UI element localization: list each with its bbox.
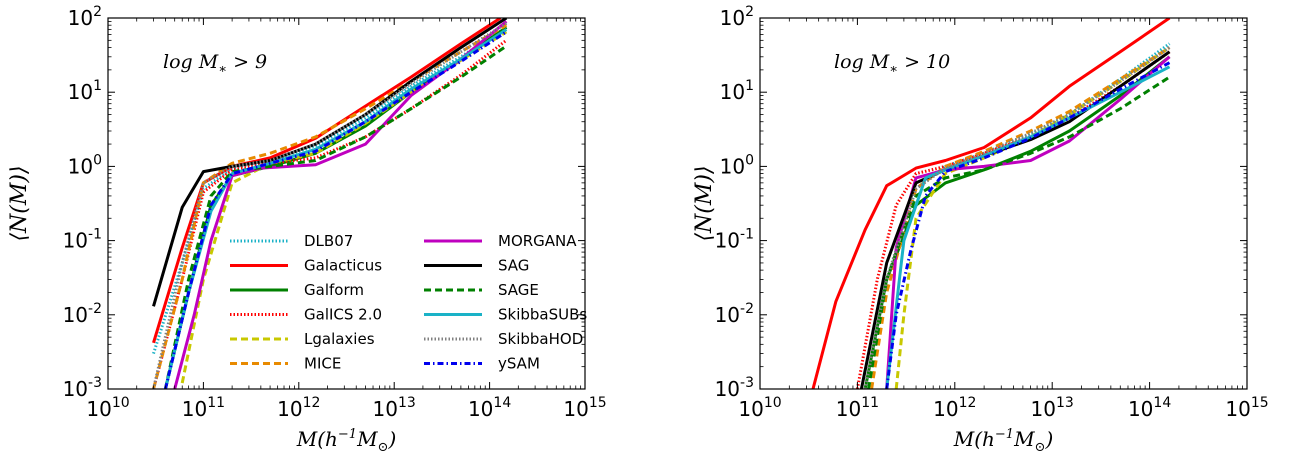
series-group xyxy=(811,18,1171,389)
series-line-lgalaxies xyxy=(894,46,1171,389)
y-tick-label: 100 xyxy=(68,152,102,178)
x-tick-label: 1011 xyxy=(182,395,225,421)
y-tick-label: 102 xyxy=(68,4,102,30)
legend-label: DLB07 xyxy=(304,232,353,250)
y-tick-label: 101 xyxy=(720,78,754,104)
legend-label: MICE xyxy=(304,355,341,373)
legend-label: SkibbaHOD xyxy=(498,330,583,348)
series-line-sag xyxy=(152,18,508,307)
legend-label: GalICS 2.0 xyxy=(304,306,382,324)
legend-label: SkibbaSUBs xyxy=(498,306,587,324)
y-tick-label: 10-2 xyxy=(63,301,102,327)
y-tick-label: 10-1 xyxy=(63,227,102,253)
plot-frame xyxy=(759,17,1248,390)
series-line-sag xyxy=(859,50,1171,389)
x-tick-label: 1011 xyxy=(836,395,879,421)
legend-label: ySAM xyxy=(498,355,540,373)
x-axis-label: M(h−1M⊙) xyxy=(296,427,397,455)
chart-panel-1: 1010 1011 1012 1013 1014 1015 10-3 10-2 10-1 100 1… xyxy=(7,4,607,455)
y-tick-label: 10-3 xyxy=(63,375,102,401)
panel-annotation: log M∗ > 10 xyxy=(834,51,950,77)
series-line-mice xyxy=(152,23,508,389)
legend-label: Galacticus xyxy=(304,257,382,275)
legend-label: Lgalaxies xyxy=(304,330,375,348)
legend-label: SAG xyxy=(498,257,529,275)
y-tick-label: 102 xyxy=(720,4,754,30)
legend-label: MORGANA xyxy=(498,232,577,250)
y-axis-label: ⟨N(M)⟩ xyxy=(692,165,717,241)
y-tick-label: 100 xyxy=(720,152,754,178)
y-axis-label: ⟨N(M)⟩ xyxy=(7,165,32,241)
x-tick-label: 1012 xyxy=(277,395,320,421)
chart-panel-2: 1010 1011 1012 1013 1014 1015 10-3 10-2 10-1 100 1… xyxy=(692,4,1269,455)
y-tick-label: 10-1 xyxy=(715,227,754,253)
series-line-sage xyxy=(163,44,508,389)
x-tick-label: 1013 xyxy=(1031,395,1074,421)
series-line-galacticus xyxy=(152,18,502,344)
x-tick-label: 1012 xyxy=(933,395,976,421)
series-line-mice xyxy=(870,46,1171,389)
series-line-morgana xyxy=(885,55,1171,389)
series-line-skibbahod xyxy=(863,46,1171,389)
series-line-galacticus xyxy=(811,18,1171,389)
legend: DLB07 Galacticus Galform GalICS 2.0 Lgalaxie… xyxy=(230,232,587,373)
x-tick-label: 1014 xyxy=(1128,395,1171,421)
series-line-ysam xyxy=(885,61,1171,389)
x-tick-label: 1010 xyxy=(738,395,781,421)
x-tick-label: 1014 xyxy=(468,395,511,421)
x-tick-label: 1010 xyxy=(86,395,129,421)
y-tick-label: 101 xyxy=(68,78,102,104)
series-line-skibbasubs xyxy=(163,28,508,389)
panel-annotation: log M∗ > 9 xyxy=(163,51,267,77)
x-tick-label: 1013 xyxy=(373,395,416,421)
legend-label: Galform xyxy=(304,281,364,299)
series-line-ysam xyxy=(163,30,508,389)
y-tick-label: 10-3 xyxy=(715,375,754,401)
plot-frame xyxy=(107,17,586,390)
series-line-skibbasubs xyxy=(885,65,1171,389)
x-tick-label: 1015 xyxy=(1225,395,1268,421)
x-axis-label: M(h−1M⊙) xyxy=(953,427,1054,455)
y-tick-label: 10-2 xyxy=(715,301,754,327)
series-group xyxy=(152,18,508,389)
legend-label: SAGE xyxy=(498,281,539,299)
x-tick-label: 1015 xyxy=(563,395,606,421)
